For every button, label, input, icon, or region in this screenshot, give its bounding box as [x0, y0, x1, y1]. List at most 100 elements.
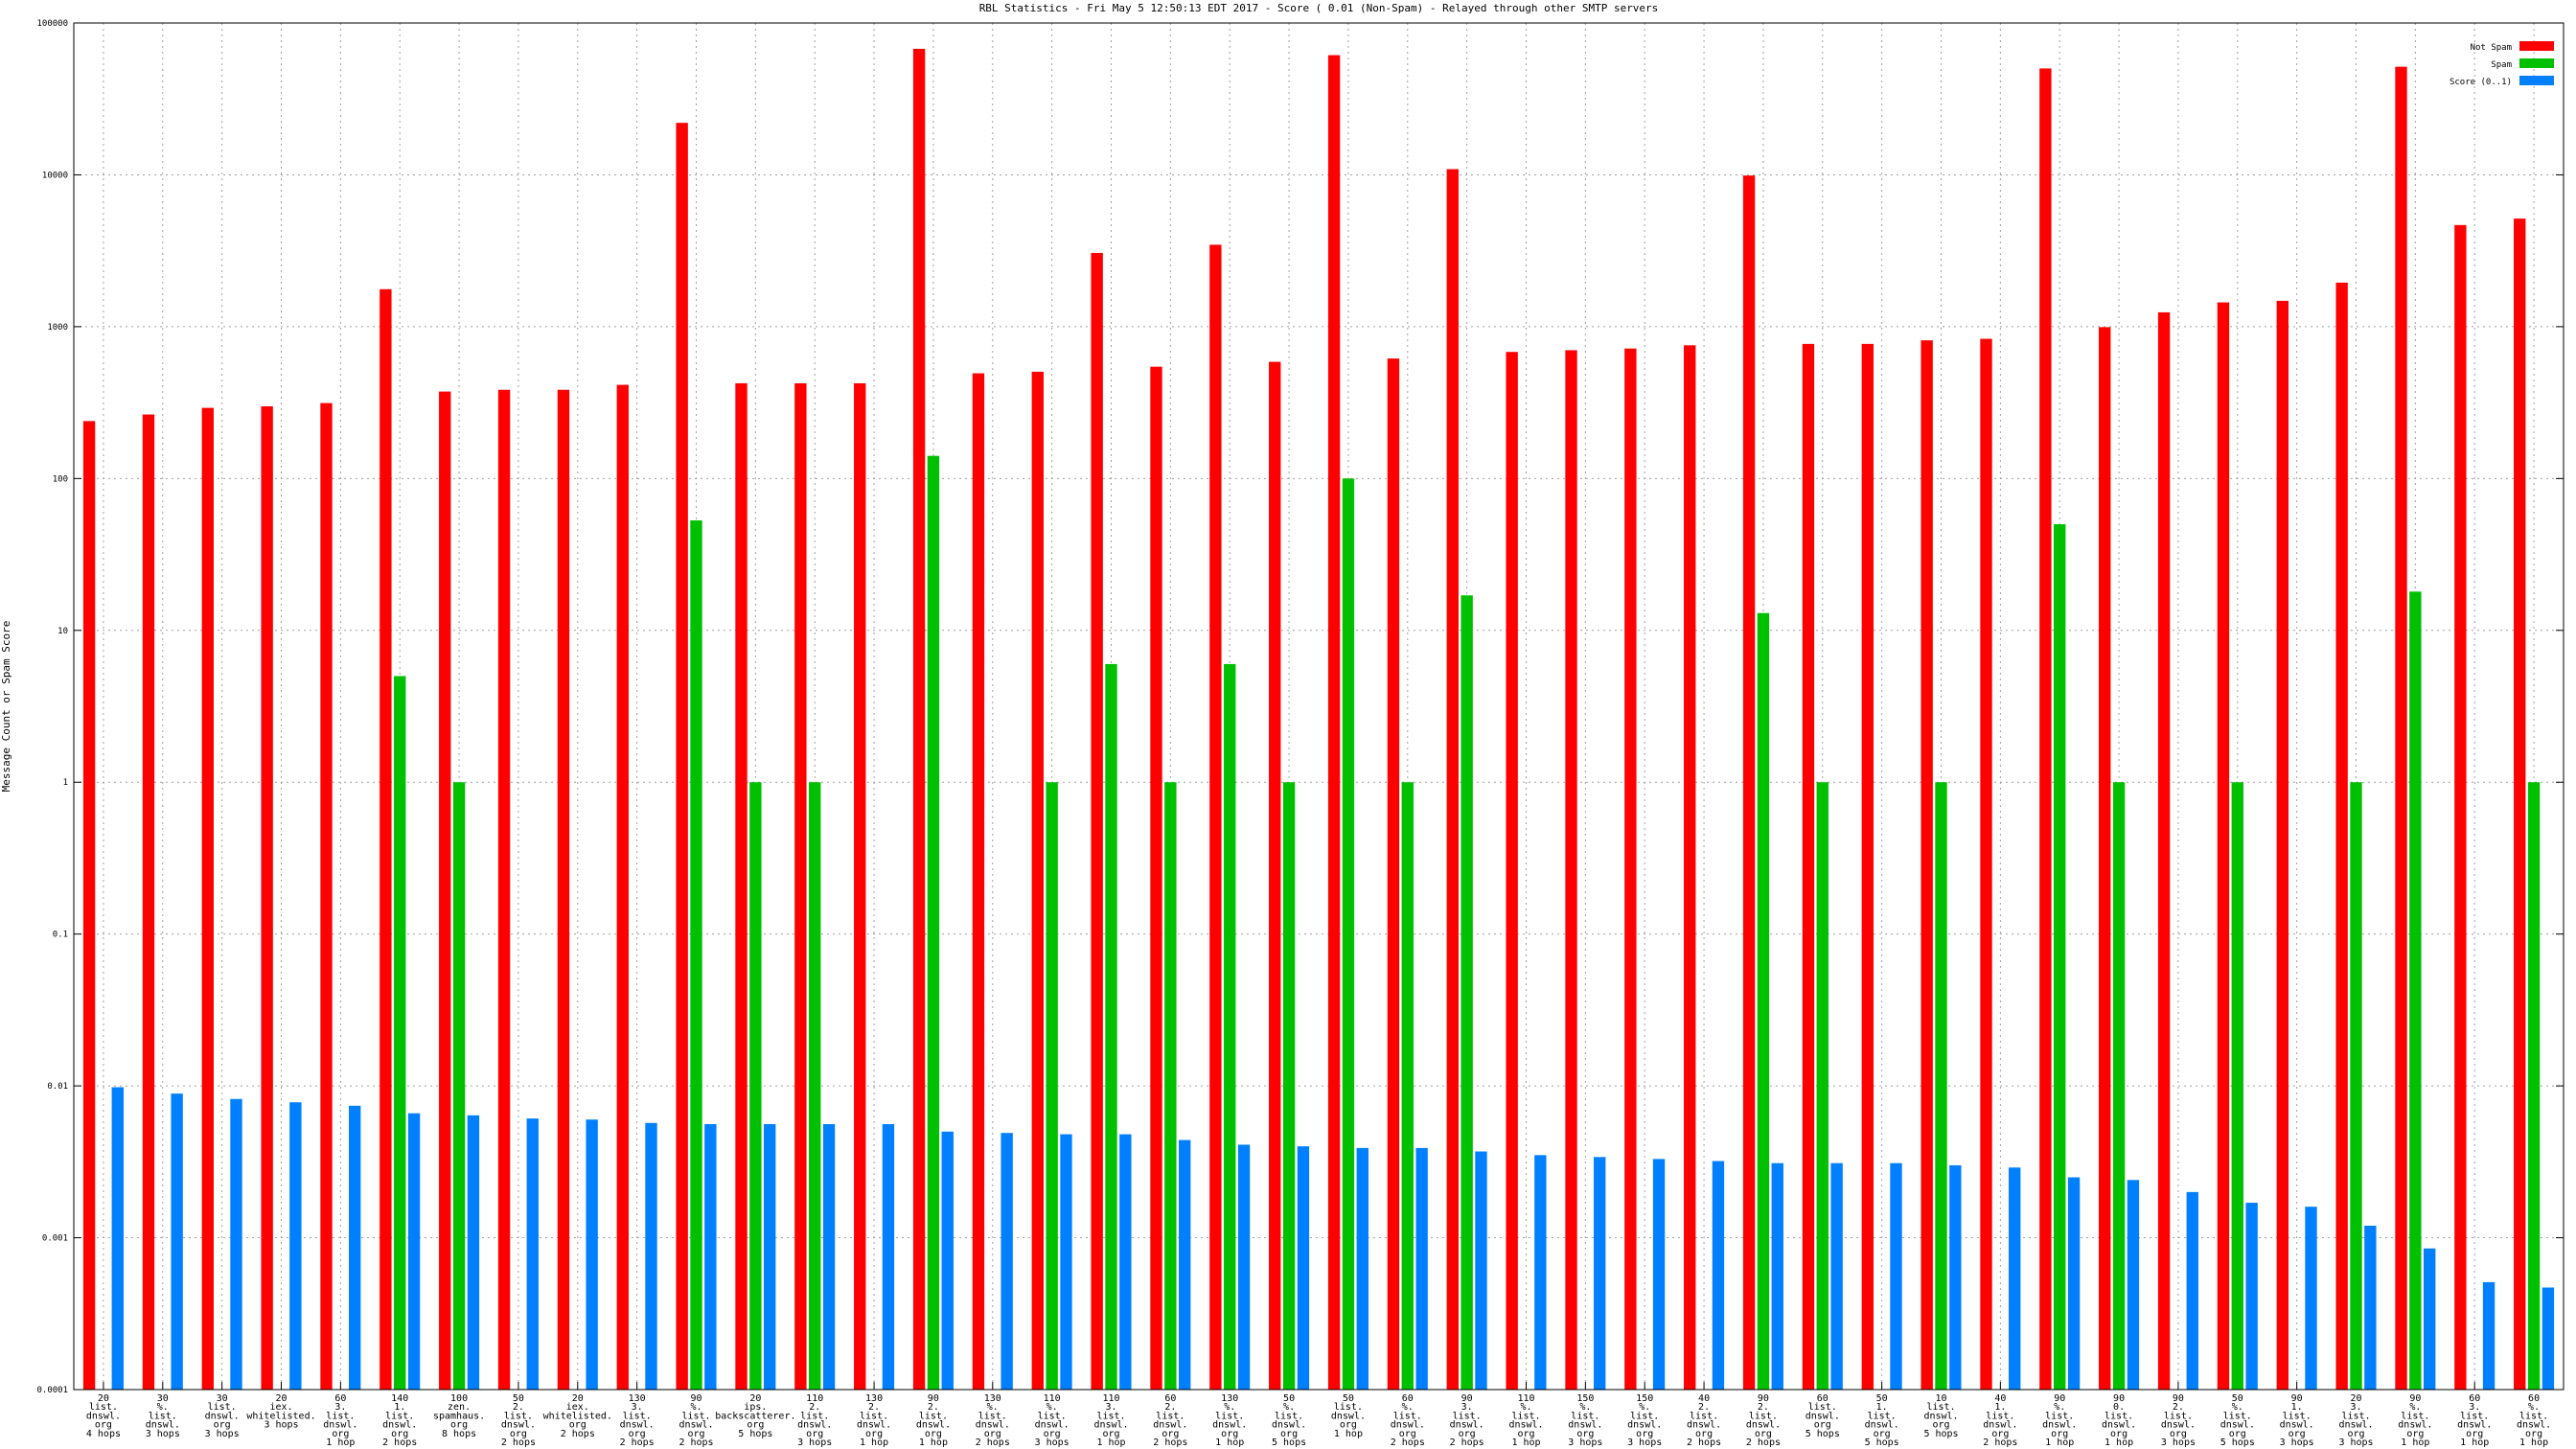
x-tick-label-line: org	[2051, 1429, 2068, 1439]
bar	[735, 382, 748, 1391]
bar	[1802, 343, 1815, 1391]
x-tick-label-line: org	[629, 1429, 646, 1439]
x-tick-label-line: dnswl.	[2398, 1420, 2432, 1431]
bar	[394, 676, 406, 1390]
bar	[2276, 300, 2288, 1390]
x-tick-label-line: 2 hops	[1746, 1438, 1781, 1448]
bar	[1594, 1157, 1606, 1390]
x-tick-label: 150%. list. dnswl. org 3 hops	[1627, 1393, 1662, 1448]
bar	[2409, 591, 2422, 1390]
x-tick-label-line: dnswl.	[382, 1420, 417, 1431]
x-tick-label-line: 1 hop	[2460, 1438, 2489, 1448]
bar	[941, 1131, 954, 1390]
bar	[1327, 55, 1341, 1390]
x-tick-label-line: list.	[89, 1402, 118, 1413]
x-tick-label: 90 2. list. dnswl. org 2 hops	[1746, 1393, 1781, 1448]
x-tick-label-line: 130	[865, 1393, 883, 1404]
x-tick-label-line: 1 hop	[1215, 1438, 1244, 1448]
x-tick-label-line: org	[747, 1420, 764, 1431]
x-tick-label-line: list.	[1453, 1411, 1482, 1421]
x-tick-label-line: 2 hops	[976, 1438, 1010, 1448]
bar	[690, 520, 702, 1390]
x-tick-label-line: 3 hops	[2280, 1438, 2314, 1448]
bar	[2127, 1180, 2140, 1390]
x-tick-label-line: 1 hop	[1096, 1438, 1125, 1448]
x-tick-label-line: dnswl.	[797, 1420, 832, 1431]
x-tick-label-line: 1.	[1994, 1402, 2006, 1413]
bar	[557, 389, 570, 1391]
x-tick-label: 20 iex. whitelisted. org 2 hops	[543, 1393, 612, 1439]
legend-label: Score (0..1)	[2450, 78, 2512, 87]
x-tick-label-line: %.	[987, 1402, 999, 1413]
x-tick-label-line: 100	[450, 1393, 468, 1404]
x-tick-label-line: 1 hop	[326, 1438, 355, 1448]
x-tick-label: 60 2. list. dnswl. org 2 hops	[1153, 1393, 1187, 1448]
x-tick-label-line: %.	[1046, 1402, 1058, 1413]
x-tick-label-line: dnswl.	[86, 1411, 121, 1421]
bar	[2231, 782, 2243, 1390]
bar	[794, 382, 807, 1391]
x-tick-label-line: list.	[1038, 1411, 1067, 1421]
x-tick-label-line: org	[1459, 1429, 1476, 1439]
x-tick-label-line: 1.	[394, 1402, 405, 1413]
bar	[912, 48, 926, 1391]
bar	[1816, 782, 1828, 1390]
x-tick-label-line: 130	[1221, 1393, 1238, 1404]
x-tick-label-line: dnswl.	[1508, 1420, 1543, 1431]
x-tick-label-line: 3.	[1105, 1402, 1116, 1413]
bar	[1282, 782, 1296, 1390]
x-tick-label: 110%. list. dnswl. org 3 hops	[1035, 1393, 1070, 1448]
x-tick-label-line: list.	[1690, 1411, 1718, 1421]
x-tick-label-line: dnswl.	[1391, 1420, 1425, 1431]
x-tick-label-line: list.	[800, 1411, 829, 1421]
x-tick-label-line: list.	[2164, 1411, 2193, 1421]
bar	[171, 1093, 183, 1390]
x-tick-label-line: list.	[385, 1411, 414, 1421]
bar	[749, 782, 762, 1390]
x-tick-label-line: list.	[681, 1411, 710, 1421]
x-tick-label-line: 2 hops	[620, 1438, 655, 1448]
x-tick-label-line: list.	[1511, 1411, 1540, 1421]
x-tick-label-line: list.	[326, 1411, 355, 1421]
x-tick-label-line: zen.	[448, 1402, 471, 1413]
bar	[1460, 595, 1473, 1390]
bar	[1890, 1162, 1902, 1390]
bar	[1209, 244, 1222, 1390]
x-tick-label-line: org	[806, 1429, 823, 1439]
bar	[1031, 371, 1044, 1390]
bar	[822, 1124, 836, 1390]
x-tick-label-line: 30	[217, 1393, 228, 1404]
x-tick-label-line: dnswl.	[976, 1420, 1010, 1431]
x-tick-label-line: list.	[1808, 1402, 1837, 1413]
x-tick-label-line: %.	[2232, 1402, 2243, 1413]
plot-frame	[73, 22, 2564, 1391]
bar	[1179, 1139, 1191, 1390]
x-tick-label: 150%. list. dnswl. org 3 hops	[1568, 1393, 1602, 1448]
x-tick-label-line: 50	[1283, 1393, 1295, 1404]
x-tick-label: 110%. list. dnswl. org 1 hop	[1508, 1393, 1543, 1448]
bar	[142, 414, 155, 1390]
x-tick-label-line: org	[1221, 1429, 1238, 1439]
bar	[972, 373, 985, 1390]
bar	[1164, 782, 1177, 1390]
bar	[320, 402, 333, 1390]
x-tick-label-line: list.	[2519, 1411, 2548, 1421]
x-tick-label-line: dnswl.	[2042, 1420, 2077, 1431]
bar	[526, 1118, 539, 1390]
bar	[1269, 361, 1281, 1391]
y-tick-label: 0.001	[42, 1234, 68, 1244]
x-tick-label: 60%. list. dnswl. org 2 hops	[1391, 1393, 1425, 1448]
x-tick-label-line: %.	[2054, 1402, 2065, 1413]
x-tick-label-line: dnswl.	[620, 1420, 655, 1431]
bar	[261, 405, 273, 1391]
y-axis-label: Message Count or Spam Score	[0, 621, 12, 793]
x-tick-label-line: %.	[1224, 1402, 1235, 1413]
x-tick-label: 130%. list. dnswl. org 1 hop	[1212, 1393, 1247, 1448]
x-tick-label-line: 20	[572, 1393, 584, 1404]
bar	[645, 1122, 657, 1390]
x-tick-label-line: org	[214, 1420, 231, 1431]
bar	[2245, 1203, 2258, 1390]
x-tick-label-line: org	[1280, 1429, 1298, 1439]
x-tick-label-line: 60	[1164, 1393, 1176, 1404]
x-tick-label-line: dnswl.	[146, 1420, 180, 1431]
